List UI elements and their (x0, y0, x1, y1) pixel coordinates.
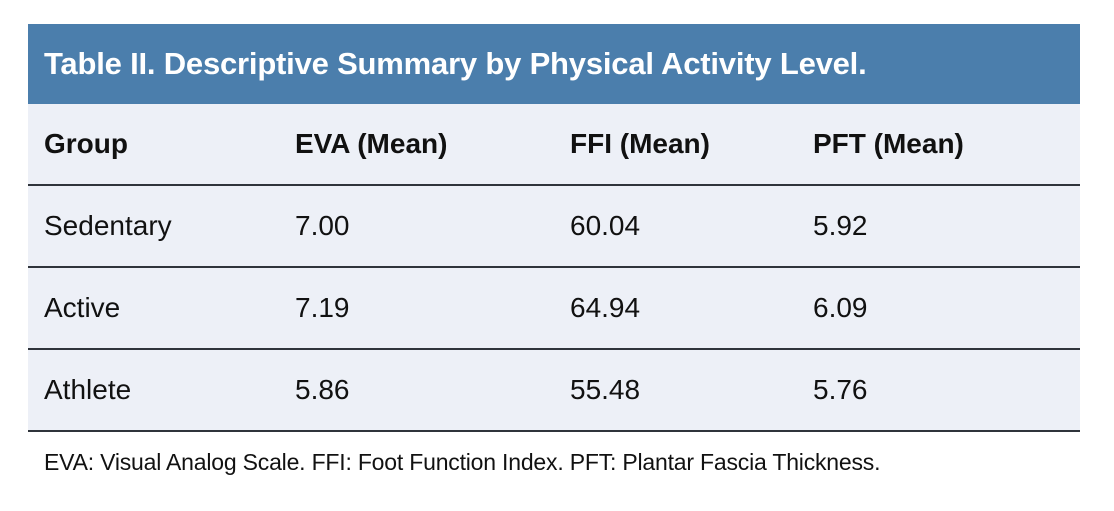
table-title: Table II. Descriptive Summary by Physica… (44, 46, 867, 81)
cell-pft: 6.09 (813, 267, 1080, 350)
cell-pft: 5.92 (813, 185, 1080, 268)
cell-ffi: 60.04 (570, 185, 813, 268)
cell-pft: 5.76 (813, 349, 1080, 432)
cell-eva: 7.19 (295, 267, 570, 350)
table-row-active: Active 7.19 64.94 6.09 (28, 267, 1080, 350)
column-header-ffi-mean: FFI (Mean) (570, 104, 813, 186)
column-header-pft-mean: PFT (Mean) (813, 104, 1080, 186)
column-header-group: Group (28, 104, 295, 186)
cell-eva: 7.00 (295, 185, 570, 268)
cell-group: Active (28, 267, 295, 350)
table-title-bar: Table II. Descriptive Summary by Physica… (28, 24, 1080, 104)
header-row: Group EVA (Mean) FFI (Mean) PFT (Mean) (28, 104, 1080, 186)
cell-group: Athlete (28, 349, 295, 432)
descriptive-summary-table-figure: Table II. Descriptive Summary by Physica… (28, 24, 1080, 476)
table-row-sedentary: Sedentary 7.00 60.04 5.92 (28, 185, 1080, 268)
cell-ffi: 64.94 (570, 267, 813, 350)
cell-ffi: 55.48 (570, 349, 813, 432)
column-header-eva-mean: EVA (Mean) (295, 104, 570, 186)
table-row-athlete: Athlete 5.86 55.48 5.76 (28, 349, 1080, 432)
cell-eva: 5.86 (295, 349, 570, 432)
descriptive-summary-table: Group EVA (Mean) FFI (Mean) PFT (Mean) S… (28, 104, 1080, 432)
cell-group: Sedentary (28, 185, 295, 268)
table-footnote: EVA: Visual Analog Scale. FFI: Foot Func… (44, 449, 881, 475)
